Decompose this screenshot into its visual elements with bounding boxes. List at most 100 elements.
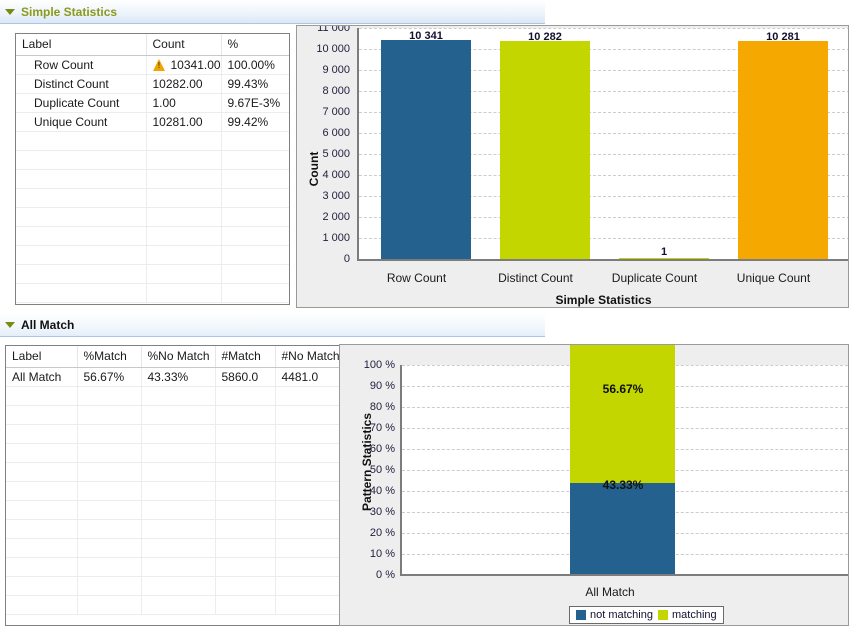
cell-empty xyxy=(146,283,222,303)
legend-swatch-icon xyxy=(657,610,668,620)
y-tick-label: 5 000 xyxy=(322,148,350,160)
triangle-down-icon[interactable] xyxy=(5,8,15,15)
table-grid: Label %Match %No Match #Match #No Match … xyxy=(6,346,347,615)
cell-empty xyxy=(275,481,347,501)
section-header-all-match[interactable]: All Match xyxy=(0,313,545,337)
segment-value-label-not-matching: 43.33% xyxy=(602,478,644,492)
y-tick-label: 40 % xyxy=(369,485,395,497)
cell-empty xyxy=(141,424,216,444)
table-row-empty[interactable] xyxy=(6,481,347,501)
cell-empty xyxy=(221,150,289,170)
cell-empty xyxy=(77,443,142,463)
cell-empty xyxy=(275,462,347,482)
table-row-empty[interactable] xyxy=(6,424,347,444)
column-header-pct-match[interactable]: %Match xyxy=(77,346,142,368)
table-row[interactable]: Duplicate Count 1.00 9.67E-3% xyxy=(16,93,289,113)
cell-empty xyxy=(141,538,216,558)
table-row-empty[interactable] xyxy=(6,576,347,596)
table-row-empty[interactable] xyxy=(6,405,347,425)
cell-percent: 9.67E-3% xyxy=(221,93,289,113)
y-tick-label: 8 000 xyxy=(322,85,350,97)
table-row-empty[interactable] xyxy=(16,131,289,151)
column-header-percent[interactable]: % xyxy=(221,34,289,56)
cell-empty xyxy=(141,386,216,406)
cell-empty xyxy=(141,557,216,577)
gridline xyxy=(359,70,848,71)
cell-empty xyxy=(215,443,276,463)
table-row[interactable]: Row Count 10341.00 100.00% xyxy=(16,55,289,75)
table-row[interactable]: All Match 56.67% 43.33% 5860.0 4481.0 xyxy=(6,367,347,387)
cell-empty xyxy=(141,595,216,615)
cell-empty xyxy=(141,576,216,596)
table-row-empty[interactable] xyxy=(6,595,347,615)
simple-statistics-chart-panel[interactable]: Count 0 1 000 2 000 3 000 4 000 5 000 6 … xyxy=(296,25,849,308)
table-row-empty[interactable] xyxy=(16,245,289,265)
cell-empty xyxy=(6,405,78,425)
bar-duplicate-count[interactable] xyxy=(619,258,709,259)
all-match-chart-panel[interactable]: Pattern Statistics 0 % 10 % 20 % 30 % 40… xyxy=(339,344,849,626)
table-row-empty[interactable] xyxy=(6,557,347,577)
legend-item-not-matching[interactable]: not matching xyxy=(576,609,653,621)
column-header-count[interactable]: Count xyxy=(146,34,222,56)
bar-segment-matching[interactable] xyxy=(570,345,675,483)
table-row-empty[interactable] xyxy=(16,188,289,208)
column-header-label[interactable]: Label xyxy=(6,346,78,368)
cell-empty xyxy=(275,557,347,577)
all-match-table[interactable]: Label %Match %No Match #Match #No Match … xyxy=(5,345,348,626)
cell-empty xyxy=(215,462,276,482)
cell-empty xyxy=(77,557,142,577)
table-row-empty[interactable] xyxy=(16,169,289,189)
y-tick-label: 11 000 xyxy=(317,25,350,34)
legend-item-matching[interactable]: matching xyxy=(657,609,717,621)
table-row-empty[interactable] xyxy=(6,500,347,520)
table-row[interactable]: Unique Count 10281.00 99.42% xyxy=(16,112,289,132)
table-row-empty[interactable] xyxy=(6,443,347,463)
column-header-num-match[interactable]: #Match xyxy=(215,346,276,368)
gridline xyxy=(359,175,848,176)
y-tick-label: 10 % xyxy=(369,548,395,560)
table-row-empty[interactable] xyxy=(16,226,289,246)
cell-empty xyxy=(141,500,216,520)
bar-row-count[interactable] xyxy=(381,40,471,259)
table-row-empty[interactable] xyxy=(6,462,347,482)
table-row[interactable]: Distinct Count 10282.00 99.43% xyxy=(16,74,289,94)
cell-empty xyxy=(146,207,222,227)
column-header-label[interactable]: Label xyxy=(16,34,147,56)
bar-distinct-count[interactable] xyxy=(500,41,590,259)
table-row-empty[interactable] xyxy=(6,519,347,539)
table-row-empty[interactable] xyxy=(16,150,289,170)
table-header-row: Label %Match %No Match #Match #No Match xyxy=(6,346,347,368)
cell-empty xyxy=(215,538,276,558)
cell-empty xyxy=(146,245,222,265)
column-header-pct-no-match[interactable]: %No Match xyxy=(141,346,216,368)
cell-empty xyxy=(77,538,142,558)
cell-empty xyxy=(16,226,147,246)
cell-empty xyxy=(6,462,78,482)
bar-unique-count[interactable] xyxy=(738,41,828,259)
table-row-empty[interactable] xyxy=(6,386,347,406)
table-row-empty[interactable] xyxy=(16,207,289,227)
cell-empty xyxy=(146,131,222,151)
y-tick-label: 10 000 xyxy=(316,43,350,55)
bar-segment-not-matching[interactable] xyxy=(570,483,675,574)
gridline xyxy=(359,112,848,113)
cell-empty xyxy=(221,245,289,265)
y-tick-label: 9 000 xyxy=(322,64,350,76)
table-row-empty[interactable] xyxy=(16,264,289,284)
chart-legend[interactable]: not matching matching xyxy=(569,606,724,624)
table-row-empty[interactable] xyxy=(16,283,289,303)
cell-count: 10282.00 xyxy=(146,74,222,94)
y-tick-label: 6 000 xyxy=(322,127,350,139)
column-header-num-no-match[interactable]: #No Match xyxy=(275,346,347,368)
cell-empty xyxy=(221,188,289,208)
simple-statistics-table[interactable]: Label Count % Row Count 10341.00 100.00%… xyxy=(15,33,290,305)
table-row-empty[interactable] xyxy=(6,538,347,558)
cell-pct-no-match: 43.33% xyxy=(141,367,216,387)
gridline xyxy=(359,196,848,197)
section-header-simple-statistics[interactable]: Simple Statistics xyxy=(0,0,545,24)
cell-empty xyxy=(141,519,216,539)
y-tick-label: 70 % xyxy=(369,422,395,434)
cell-empty xyxy=(146,169,222,189)
gridline xyxy=(359,217,848,218)
triangle-down-icon[interactable] xyxy=(5,321,15,328)
